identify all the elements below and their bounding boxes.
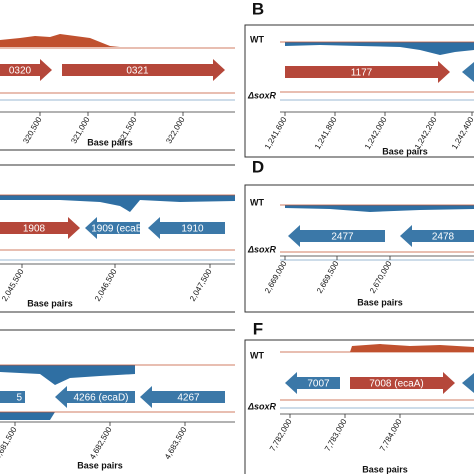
gene-arrow (85, 217, 140, 239)
axis-label: Base pairs (362, 464, 408, 474)
gene-arrow (462, 373, 474, 393)
coverage-track (285, 42, 474, 55)
panel-letter: F (253, 319, 263, 338)
track-label: WT (250, 350, 264, 360)
gene-arrow (462, 62, 474, 82)
coverage-track (0, 412, 55, 420)
gene-label: 1909 (ecaB) (91, 224, 145, 235)
tick-label: 1,242,400 (450, 115, 474, 151)
track-label: WT (250, 197, 264, 207)
gene-arrow (62, 59, 225, 81)
panel-frame (244, 24, 474, 158)
panel-letter: B (252, 0, 264, 18)
gene-label: 7007 (307, 379, 330, 390)
track-label: ΔsoxR (247, 244, 277, 254)
gene-arrow (350, 372, 455, 394)
track-label: WT (250, 34, 264, 44)
tick-label: 7,783,000 (323, 417, 349, 453)
gene-label: 1908 (23, 224, 46, 235)
gene-label: 0321 (126, 66, 149, 77)
coverage-track (0, 195, 235, 212)
tick-label: 2,045,500 (0, 267, 26, 303)
tick-label: 1,241,800 (313, 115, 339, 151)
gene-label: 2477 (331, 232, 354, 243)
tick-label: 322,000 (164, 115, 187, 145)
baselines (0, 41, 474, 413)
tick-label: 2,046,500 (93, 267, 119, 303)
gene-label: 4267 (177, 393, 200, 404)
coverage-track (0, 365, 135, 385)
coverage-track (285, 205, 474, 212)
gene-arrow (0, 391, 25, 403)
gene-arrow (400, 225, 474, 247)
coverage-track (350, 344, 474, 352)
tick-label: 4,683,500 (163, 425, 189, 461)
tick-label: 7,782,000 (268, 417, 294, 453)
coverage-track (0, 34, 120, 47)
frames (0, 24, 474, 474)
gene-arrow (55, 386, 135, 408)
axis-label: Base pairs (77, 460, 123, 470)
gene-arrow (288, 225, 385, 247)
tick-label: 1,241,600 (263, 115, 289, 151)
tick-label: 320,500 (21, 115, 44, 145)
gene-label: 0320 (9, 66, 32, 77)
tick-label: 7,784,000 (378, 417, 404, 453)
tick-label: 4,682,500 (88, 425, 114, 461)
gene-label: 7008 (ecaA) (369, 379, 423, 390)
gene-label: 5 (16, 393, 22, 404)
tick-label: 2,670,000 (368, 259, 394, 295)
panel-letter: D (252, 157, 264, 176)
gene-label: 1177 (351, 68, 373, 79)
gene-arrow (0, 217, 80, 239)
panel-frame (244, 339, 474, 474)
axis-label: Base pairs (87, 137, 133, 147)
tick-label: 2,669,000 (263, 259, 289, 295)
tick-label: 4,681,500 (0, 425, 19, 461)
coverage (0, 34, 474, 420)
gene-label: 1910 (181, 224, 204, 235)
axis-label: Base pairs (27, 298, 73, 308)
gene-arrow (148, 217, 225, 239)
gene-arrow (285, 61, 450, 83)
tick-label: 2,047,500 (188, 267, 214, 303)
gene-label: 4266 (ecaD) (73, 393, 128, 404)
gene-arrow (285, 372, 340, 394)
track-label: ΔsoxR (247, 90, 277, 100)
axis-label: Base pairs (382, 146, 428, 156)
gene-label: 2478 (432, 232, 455, 243)
track-label: ΔsoxR (247, 401, 277, 411)
gene-arrow (140, 386, 225, 408)
gene-arrow (0, 59, 52, 81)
tick-label: 2,669,500 (315, 259, 341, 295)
panel-frame (244, 184, 474, 313)
axis-label: Base pairs (357, 297, 403, 307)
